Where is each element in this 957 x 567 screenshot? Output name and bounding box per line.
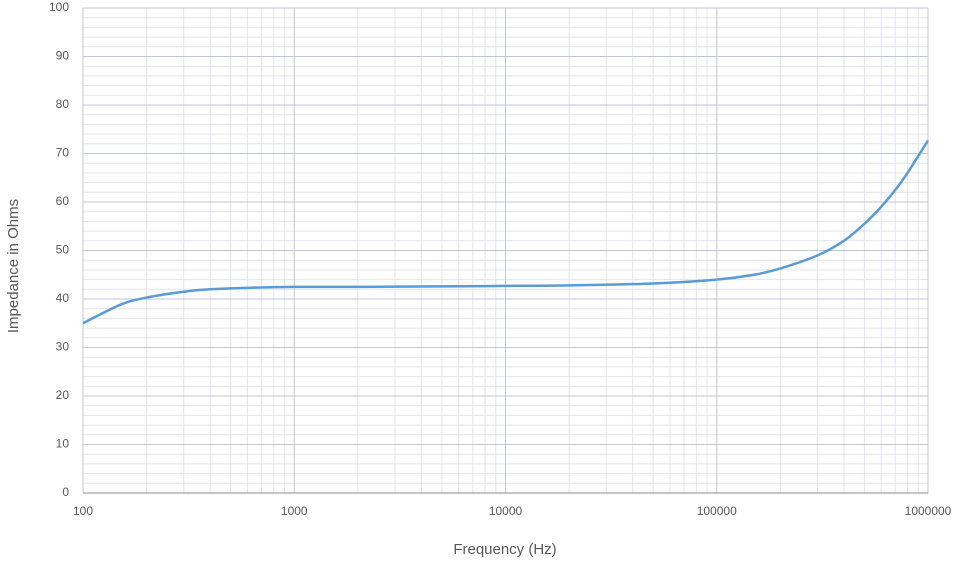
y-tick-label: 90 <box>56 49 70 63</box>
y-tick-label: 70 <box>56 146 70 160</box>
data-line <box>82 139 930 325</box>
y-tick-label: 10 <box>56 437 70 451</box>
y-tick-label: 80 <box>56 97 70 111</box>
x-tick-label: 1000000 <box>905 504 952 518</box>
y-tick-label: 0 <box>62 485 69 499</box>
y-tick-label: 50 <box>56 243 70 257</box>
y-tick-label: 40 <box>56 291 70 305</box>
y-tick-label: 60 <box>56 194 70 208</box>
x-tick-label: 100000 <box>697 504 737 518</box>
y-tick-label: 30 <box>56 340 70 354</box>
y-tick-label: 20 <box>56 388 70 402</box>
x-tick-label: 1000 <box>281 504 308 518</box>
x-tick-label: 10000 <box>489 504 523 518</box>
y-axis-title: Impedance in Ohms <box>5 199 22 333</box>
x-axis-title: Frequency (Hz) <box>453 541 556 558</box>
x-tick-label: 100 <box>73 504 93 518</box>
y-tick-label: 100 <box>49 0 69 14</box>
